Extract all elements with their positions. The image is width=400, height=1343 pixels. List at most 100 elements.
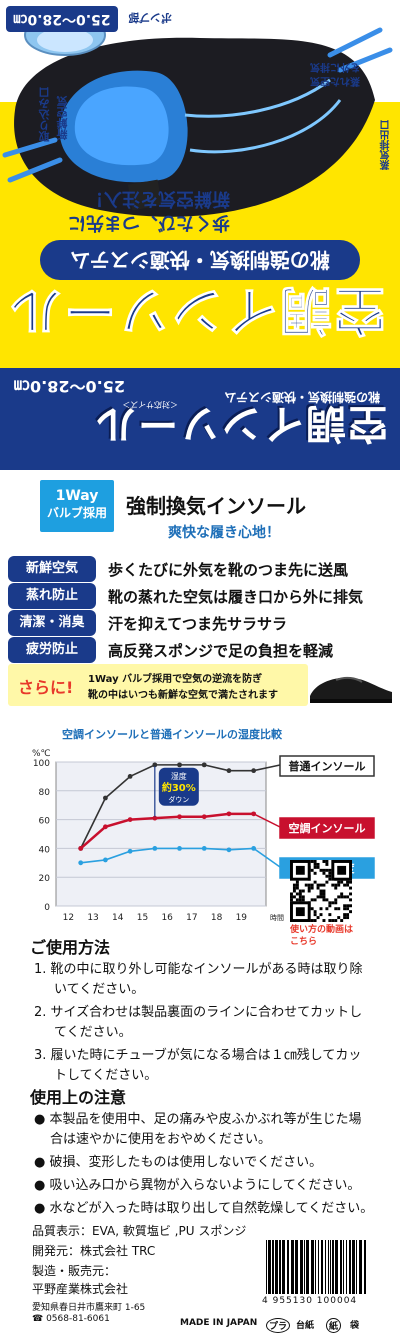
qr-module [322,898,326,902]
series-point [251,768,257,774]
band-subtitle: 靴の強制換気・快適システム [224,390,380,404]
qr-caption-2: こちら [290,937,318,947]
qr-module [298,892,302,896]
legend-label: 空調インソール [289,821,366,835]
vent-caption-2: を外に排気 [310,61,360,72]
qr-module [290,898,293,902]
feature-desc: 高反発スポンジで足の負担を軽減 [108,642,334,660]
series-point [103,795,108,801]
qr-module [313,880,317,884]
qr-module [349,910,352,914]
feature-tag: 清潔・消臭 [8,610,96,636]
qr-module [316,862,320,866]
barcode-bar [282,1240,285,1294]
barcode-bar [304,1240,305,1294]
qr-module [337,895,341,899]
qr-module [295,892,299,896]
qr-module [295,883,299,887]
series-point [127,817,133,822]
series-point [177,814,182,820]
series-line [79,812,254,850]
qr-module [334,919,338,922]
qr-finder [295,907,305,917]
qr-module [292,895,296,899]
barcode-bar [335,1240,338,1294]
qr-module [334,883,338,887]
series-point [251,811,257,817]
qr-module [313,898,317,902]
qr-module [328,874,332,878]
qr-module [343,913,347,917]
qr-module [349,886,352,890]
annotation-line-1: 湿度 [171,771,187,781]
qr-module [313,871,317,875]
qr-module [322,883,326,887]
barcode-bar [325,1240,326,1294]
qr-module [331,919,335,922]
usage-item: 2. サイズ合わせは製品裏面のラインに合わせてカットしてください。 [34,1005,363,1040]
x-tick-label: 12 [63,913,74,923]
exhaust-caption: 蒸気排出口 [381,120,392,170]
qr-module [346,907,350,911]
barcode-bar [287,1240,289,1294]
annotation-line-3: ダウン [168,795,189,804]
qr-module [346,880,350,884]
qr-module [295,898,299,902]
badge-line-2: バルブ採用 [46,506,107,520]
usage-list: 1. 靴の中に取り外し可能なインソールがある時は取り除いてください。 2. サイ… [34,960,374,1089]
y-axis-label: %℃ [32,749,51,759]
qr-module [310,898,314,902]
qr-module [319,907,323,911]
x-tick-label: 13 [87,913,98,923]
y-tick-label: 60 [39,817,51,827]
qr-module [304,883,308,887]
vent-caption-1: 蒸れた空気 [310,75,360,86]
series-line [79,764,254,849]
series-point [103,857,108,863]
qr-module [343,907,347,911]
barcode-bar [346,1240,347,1294]
qr-module [343,916,347,920]
barcode-bar [340,1240,342,1294]
qr-module [328,871,332,875]
qr-module [349,892,352,896]
barcode-bar [275,1240,278,1294]
barcode-bar [356,1240,357,1294]
annotation-box [158,767,199,806]
y-tick-label: 20 [39,874,51,884]
series-point [226,768,232,774]
qr-module [301,889,305,893]
qr-module [349,880,352,884]
intake-caption-1: 新鮮空気 [56,96,69,140]
qr-module [346,883,350,887]
more-line-2: 靴の中はいつも新鮮な空気で満たされます [88,690,278,701]
qr-module [319,883,323,887]
shoe-image [310,676,392,703]
qr-module [322,868,326,872]
chart-title: 空調インソールと普通インソールの湿度比較 [62,728,282,741]
humidity-chart: 0 20 40 60 80 100 12 13 14 15 16 17 18 19 %℃ 時間 普通インソール空… [32,749,375,923]
qr-module [328,913,332,917]
qr-module [316,886,320,890]
spec-tel: ☎ 0568-81-6061 [32,1314,110,1324]
qr-module [325,874,329,878]
qr-module [337,883,341,887]
series-point [152,846,158,851]
barcode-bar [328,1240,329,1294]
qr-finder [295,865,305,875]
barcode-bar [332,1240,334,1294]
feature-tag: 疲労防止 [8,637,96,663]
qr-module [313,913,317,917]
legend-box [279,817,375,839]
qr-module [292,883,296,887]
barcode [266,1240,366,1294]
spec-maker: 平野産業株式会社 [32,1282,129,1296]
qr-module [319,892,323,896]
qr-module [343,895,347,899]
x-tick-label: 14 [112,913,124,923]
product-catchphrase: 爽快な履き心地！ [168,525,280,541]
package-main-title: 空調インソール [7,279,386,340]
qr-module [328,877,332,881]
feature-row: 疲労防止 高反発スポンジで足の負担を軽減 [8,637,388,663]
qr-code[interactable] [290,860,352,922]
